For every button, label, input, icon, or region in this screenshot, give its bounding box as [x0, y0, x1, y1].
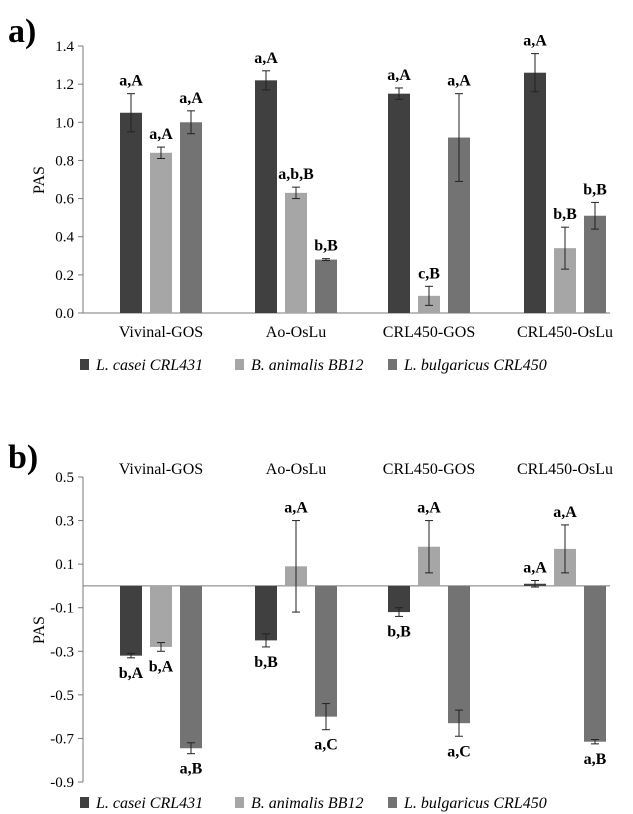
bar-3 [448, 137, 470, 313]
significance-label: b,A [149, 658, 174, 675]
bar-3 [180, 585, 202, 749]
y-tick-label: 0.5 [55, 470, 74, 486]
legend-entry: B. animalis BB12 [251, 357, 363, 374]
legend-swatch-1 [80, 359, 89, 370]
significance-label: a,C [447, 743, 471, 760]
bar-1 [120, 112, 142, 313]
bar-3 [315, 585, 337, 717]
bar-2 [285, 192, 307, 313]
legend-swatch-3 [388, 797, 397, 808]
legend-swatch-2 [235, 359, 244, 370]
bar-3 [448, 585, 470, 724]
panel-letter: b) [8, 439, 38, 476]
y-tick-label: 0.3 [55, 514, 74, 530]
legend-entry: L. bulgaricus CRL450 [403, 795, 547, 812]
legend-entry: B. animalis BB12 [251, 795, 363, 812]
significance-label: a,B [180, 761, 203, 778]
significance-label: a,b,B [278, 166, 314, 183]
bar-1 [388, 93, 410, 313]
y-tick-label: 0.6 [55, 192, 74, 208]
chart-panel-a: a) PAS 0.0 0.2 0.4 0.6 0.8 1.0 1.2 1.4 a,A a,A a,A Vi… [8, 13, 613, 374]
category-label: Ao-OsLu [266, 461, 326, 478]
significance-label: a,A [179, 90, 203, 107]
significance-label: a,C [314, 737, 338, 754]
y-tick-label: 0.8 [55, 153, 74, 169]
bar-3 [315, 259, 337, 313]
significance-label: a,A [523, 559, 547, 576]
significance-label: a,A [284, 500, 308, 517]
y-tick-label: -0.3 [50, 644, 74, 660]
y-tick-label: 1.4 [55, 39, 74, 55]
significance-label: c,B [418, 265, 440, 282]
bar-3 [584, 585, 606, 742]
y-tick-label: 1.0 [55, 115, 74, 131]
legend-entry: L. casei CRL431 [95, 357, 203, 374]
bar-2 [150, 152, 172, 313]
significance-label: a,A [254, 50, 278, 67]
significance-label: a,B [584, 751, 607, 768]
significance-label: a,A [447, 73, 471, 90]
significance-label: b,B [254, 654, 278, 671]
chart-panel-b: b) PAS -0.9 -0.7 -0.5 -0.3 -0.1 0.1 0.3 0.5 b,A b,A… [8, 439, 613, 812]
significance-label: a,A [553, 504, 577, 521]
significance-label: a,A [149, 126, 173, 143]
y-tick-label: -0.9 [50, 775, 74, 791]
bar-3 [584, 215, 606, 313]
bar-2 [554, 248, 576, 313]
bar-1 [120, 585, 142, 656]
legend-swatch-1 [80, 797, 89, 808]
significance-label: b,B [314, 238, 338, 255]
category-label: Vivinal-GOS [119, 461, 203, 478]
category-label: Vivinal-GOS [119, 324, 203, 341]
bar-1 [388, 585, 410, 613]
panel-letter: a) [8, 13, 36, 50]
y-tick-label: 0.2 [55, 268, 74, 284]
y-tick-label: 0.4 [55, 230, 74, 246]
bar-2 [150, 585, 172, 647]
y-tick-label: 0.1 [55, 557, 74, 573]
bar-1 [255, 80, 277, 313]
significance-label: b,B [583, 181, 607, 198]
bar-1 [524, 72, 546, 313]
bar-3 [180, 122, 202, 314]
category-label: CRL450-GOS [383, 461, 475, 478]
legend-swatch-3 [388, 359, 397, 370]
category-label: CRL450-GOS [383, 324, 475, 341]
legend-entry: L. casei CRL431 [95, 795, 203, 812]
y-axis-label: PAS [31, 166, 48, 194]
significance-label: b,A [119, 665, 144, 682]
significance-label: a,A [119, 73, 143, 90]
y-tick-label: -0.1 [50, 601, 74, 617]
legend-swatch-2 [235, 797, 244, 808]
y-tick-label: 1.2 [55, 77, 74, 93]
category-label: Ao-OsLu [266, 324, 326, 341]
bar-1 [255, 585, 277, 641]
y-tick-label: -0.7 [50, 731, 74, 747]
significance-label: a,A [387, 67, 411, 84]
y-tick-label: -0.5 [50, 688, 74, 704]
y-axis-label: PAS [31, 616, 48, 644]
legend-entry: L. bulgaricus CRL450 [403, 357, 547, 374]
significance-label: a,A [523, 33, 547, 50]
significance-label: b,B [387, 623, 411, 640]
y-tick-label: 0.0 [55, 306, 74, 322]
category-label: CRL450-OsLu [517, 461, 613, 478]
category-label: CRL450-OsLu [517, 324, 613, 341]
significance-label: b,B [553, 206, 577, 223]
significance-label: a,A [417, 500, 441, 517]
